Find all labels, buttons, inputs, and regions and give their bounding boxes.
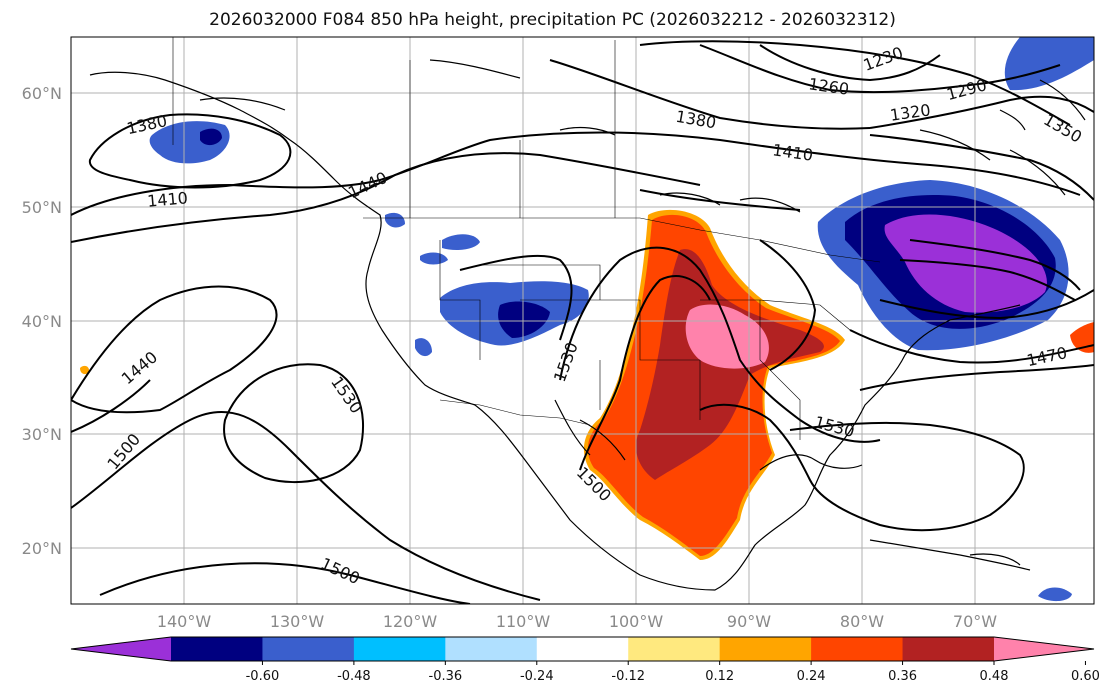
precip-shading bbox=[80, 37, 1094, 602]
precip-positive-pacific bbox=[80, 365, 90, 375]
map-frame bbox=[70, 36, 1095, 605]
precip-negative-northeast-core bbox=[884, 214, 1047, 313]
lon-label: 80°W bbox=[840, 612, 884, 631]
precip-positive-atlantic bbox=[1070, 322, 1094, 353]
lon-label: 130°W bbox=[270, 612, 325, 631]
colorbar-swatch bbox=[536, 637, 629, 661]
gridlines bbox=[71, 37, 1094, 604]
map-title: 2026032000 F084 850 hPa height, precipit… bbox=[209, 10, 896, 30]
precip-negative-top-right bbox=[1004, 37, 1094, 91]
lon-label: 110°W bbox=[496, 612, 551, 631]
precip-negative-nevada bbox=[420, 252, 448, 265]
lon-label: 120°W bbox=[383, 612, 438, 631]
colorbar-outline bbox=[70, 636, 1095, 662]
precip-negative-coast bbox=[385, 212, 405, 228]
colorbar-tick-label: -0.24 bbox=[520, 669, 554, 684]
lat-label: 50°N bbox=[22, 198, 62, 217]
colorbar-swatch bbox=[811, 637, 904, 661]
colorbar-tick-label: 0.36 bbox=[888, 669, 917, 684]
colorbar-tick-label: 0.24 bbox=[797, 669, 826, 684]
height-contours bbox=[71, 40, 1094, 604]
colorbar-tick-label: -0.48 bbox=[337, 669, 371, 684]
colorbar: -0.60 -0.48 -0.36 -0.24 -0.12 0.12 0.24 0.36 0.4… bbox=[70, 636, 1100, 684]
colorbar-swatch bbox=[171, 637, 263, 661]
colorbar-tick-label: -0.60 bbox=[246, 669, 280, 684]
longitude-labels: 140°W 130°W 120°W 110°W 100°W 90°W 80°W … bbox=[157, 612, 997, 631]
lon-label: 90°W bbox=[727, 612, 771, 631]
precip-negative-caribbean bbox=[1038, 587, 1072, 602]
lat-label: 40°N bbox=[22, 312, 62, 331]
precip-negative-baja bbox=[415, 338, 432, 357]
map-area: 1380 1410 1440 1440 1500 1530 1530 1500 … bbox=[71, 37, 1094, 604]
colorbar-tick-label: -0.36 bbox=[429, 669, 463, 684]
contour-label: 1410 bbox=[146, 188, 188, 210]
lat-label: 20°N bbox=[22, 539, 62, 558]
latitude-labels: 60°N 50°N 40°N 30°N 20°N bbox=[22, 84, 62, 558]
colorbar-tick-label: 0.60 bbox=[1071, 669, 1100, 684]
lon-label: 70°W bbox=[953, 612, 997, 631]
colorbar-swatch bbox=[902, 637, 995, 661]
colorbar-swatch bbox=[628, 637, 721, 661]
lat-label: 30°N bbox=[22, 425, 62, 444]
colorbar-tick-label: 0.12 bbox=[705, 669, 734, 684]
precip-negative-west-core bbox=[498, 301, 550, 338]
lon-label: 100°W bbox=[609, 612, 664, 631]
colorbar-swatch bbox=[445, 637, 538, 661]
lon-label: 140°W bbox=[157, 612, 212, 631]
coastlines bbox=[89, 59, 1086, 591]
lat-label: 60°N bbox=[22, 84, 62, 103]
colorbar-swatch bbox=[262, 637, 355, 661]
colorbar-swatch bbox=[353, 637, 446, 661]
colorbar-tick-label: -0.12 bbox=[611, 669, 645, 684]
precip-negative-alaska-core bbox=[200, 128, 222, 146]
precip-negative-idaho bbox=[442, 234, 480, 250]
colorbar-extend-low bbox=[71, 637, 171, 661]
colorbar-swatch bbox=[719, 637, 812, 661]
colorbar-tick-label: 0.48 bbox=[980, 669, 1009, 684]
political-borders bbox=[172, 37, 881, 440]
colorbar-extend-high bbox=[994, 637, 1094, 661]
